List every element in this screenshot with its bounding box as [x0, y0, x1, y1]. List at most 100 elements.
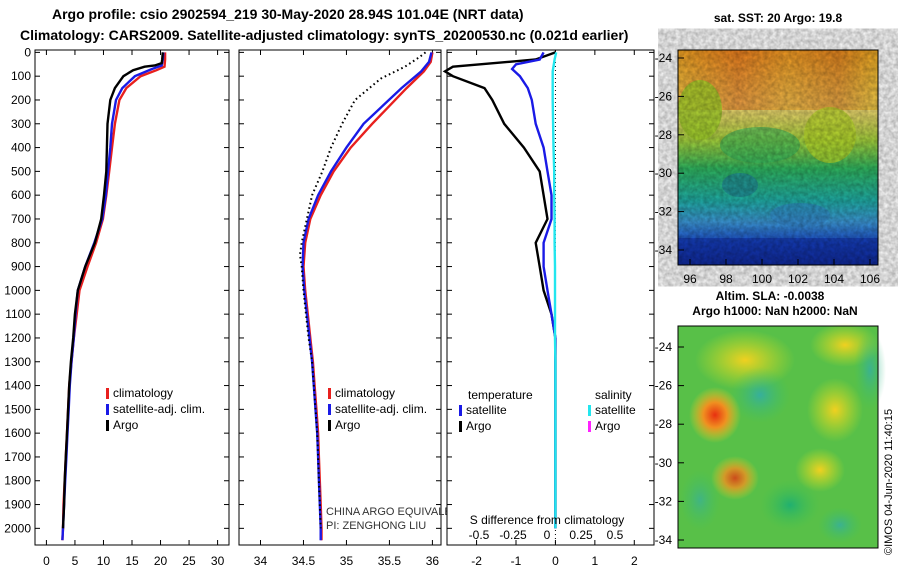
- sst-y-tick-label: -30: [655, 166, 673, 180]
- legend-title: salinity: [595, 388, 632, 402]
- climatology-title: Climatology: CARS2009. Satellite-adjuste…: [20, 27, 629, 43]
- x-tick-label: 30: [211, 554, 225, 568]
- x-tick-label: 2: [631, 554, 638, 568]
- imos-timestamp: ©IMOS 04-Jun-2020 11:40:15: [883, 408, 895, 555]
- x-tick-label: 10: [97, 554, 111, 568]
- y-tick-label: 0: [24, 45, 31, 59]
- y-tick-label: 600: [11, 188, 31, 202]
- sla-map: [677, 323, 886, 549]
- sst-x-tick-label: 102: [788, 272, 808, 286]
- sla-y-tick-label: -26: [655, 379, 673, 393]
- x2-tick-label: 0.25: [569, 528, 593, 542]
- sst-map: [677, 49, 879, 266]
- x2-tick-label: 0: [544, 528, 551, 542]
- sst-y-tick-label: -34: [655, 243, 673, 257]
- legend-swatch: [588, 421, 591, 432]
- series-salinity-satellite: [551, 52, 558, 529]
- sla-y-tick-label: -24: [655, 340, 673, 354]
- legend-swatch: [106, 388, 109, 399]
- legend-swatch: [588, 405, 591, 416]
- y-tick-label: 1300: [4, 355, 31, 369]
- legend-label: Argo: [466, 419, 492, 433]
- x-tick-label: -1: [511, 554, 522, 568]
- x2-tick-label: -0.25: [499, 528, 527, 542]
- x-tick-label: 0: [552, 554, 559, 568]
- legend-swatch: [459, 405, 462, 416]
- y-tick-label: 800: [11, 236, 31, 250]
- y-tick-label: 200: [11, 93, 31, 107]
- legend-title: temperature: [468, 388, 533, 402]
- x-tick-label: -2: [471, 554, 482, 568]
- x-tick-label: 36: [426, 554, 440, 568]
- legend-label: climatology: [335, 386, 395, 400]
- pi-annotation: PI: ZENGHONG LIU: [326, 520, 426, 532]
- sst-x-tick-label: 98: [719, 272, 733, 286]
- x-tick-label: 35: [340, 554, 354, 568]
- x-tick-label: 15: [125, 554, 139, 568]
- x-tick-label: 5: [72, 554, 79, 568]
- y-tick-label: 1500: [4, 402, 31, 416]
- sla-argo-heights: Argo h1000: NaN h2000: NaN: [692, 304, 857, 318]
- y-tick-label: 1700: [4, 450, 31, 464]
- sst-map-title: sat. SST: 20 Argo: 19.8: [714, 11, 843, 25]
- profile-title: Argo profile: csio 2902594_219 30-May-20…: [52, 6, 524, 22]
- legend-label: Argo: [335, 418, 361, 432]
- x-tick-label: 34.5: [292, 554, 316, 568]
- legend-swatch: [106, 420, 109, 431]
- legend-label: satellite: [466, 403, 507, 417]
- x-tick-label: 1: [592, 554, 599, 568]
- sla-y-tick-label: -30: [655, 456, 673, 470]
- x-tick-label: 20: [154, 554, 168, 568]
- y-tick-label: 1100: [5, 307, 31, 321]
- temperature-panel: 0100200300400500600700800900100011001200…: [4, 45, 230, 568]
- panel-frame: [34, 49, 230, 546]
- y-tick-label: 1800: [4, 474, 31, 488]
- sst-x-tick-label: 104: [824, 272, 844, 286]
- series-argo: [61, 52, 164, 529]
- sst-y-tick-label: -28: [655, 128, 673, 142]
- x-tick-label: 35.5: [378, 554, 402, 568]
- legend-swatch: [106, 404, 109, 415]
- sla-y-tick-label: -32: [655, 494, 673, 508]
- x-tick-label: 25: [182, 554, 196, 568]
- legend-swatch: [459, 421, 462, 432]
- legend-label: satellite-adj. clim.: [335, 402, 427, 416]
- pi-annotation: CHINA ARGO EQUIVALENT: [326, 506, 467, 518]
- panel-frame: [238, 49, 442, 546]
- sla-title: Altim. SLA: -0.0038: [716, 289, 825, 303]
- sla-y-tick-label: -34: [655, 533, 673, 547]
- y-tick-label: 2000: [4, 521, 31, 535]
- sst-y-tick-label: -32: [655, 205, 673, 219]
- legend-swatch: [328, 388, 331, 399]
- legend-swatch: [328, 404, 331, 415]
- legend-label: Argo: [595, 419, 621, 433]
- legend-label: climatology: [113, 386, 173, 400]
- y-tick-label: 900: [11, 260, 31, 274]
- sla-y-tick-label: -28: [655, 417, 673, 431]
- x-tick-label: 34: [254, 554, 268, 568]
- y-tick-label: 1900: [4, 498, 31, 512]
- y-tick-label: 1600: [4, 426, 31, 440]
- x2-tick-label: -0.5: [469, 528, 490, 542]
- y-tick-label: 500: [11, 164, 31, 178]
- sst-map-axes: sat. SST: 20 Argo: 19.8 -24 -26 -28 -30 -32 -3…: [655, 11, 881, 286]
- y-tick-label: 1200: [4, 331, 31, 345]
- sst-x-tick-label: 100: [752, 272, 772, 286]
- panel-frame: [446, 49, 655, 546]
- salinity-panel: 34 34.5 35 35.5 36 climatology satellite-adj. …: [238, 49, 467, 568]
- sst-y-tick-label: -24: [655, 51, 673, 65]
- legend-label: satellite-adj. clim.: [113, 402, 205, 416]
- y-tick-label: 300: [11, 117, 31, 131]
- legend-label: satellite: [595, 403, 636, 417]
- x2-tick-label: 0.5: [607, 528, 624, 542]
- x-tick-label: 0: [43, 554, 50, 568]
- y-tick-label: 1400: [4, 379, 31, 393]
- sst-x-tick-label: 106: [860, 272, 880, 286]
- y-tick-label: 700: [11, 212, 31, 226]
- y-tick-label: 100: [11, 69, 31, 83]
- y-tick-label: 400: [11, 141, 31, 155]
- legend-label: Argo: [113, 418, 139, 432]
- sst-x-tick-label: 96: [683, 272, 697, 286]
